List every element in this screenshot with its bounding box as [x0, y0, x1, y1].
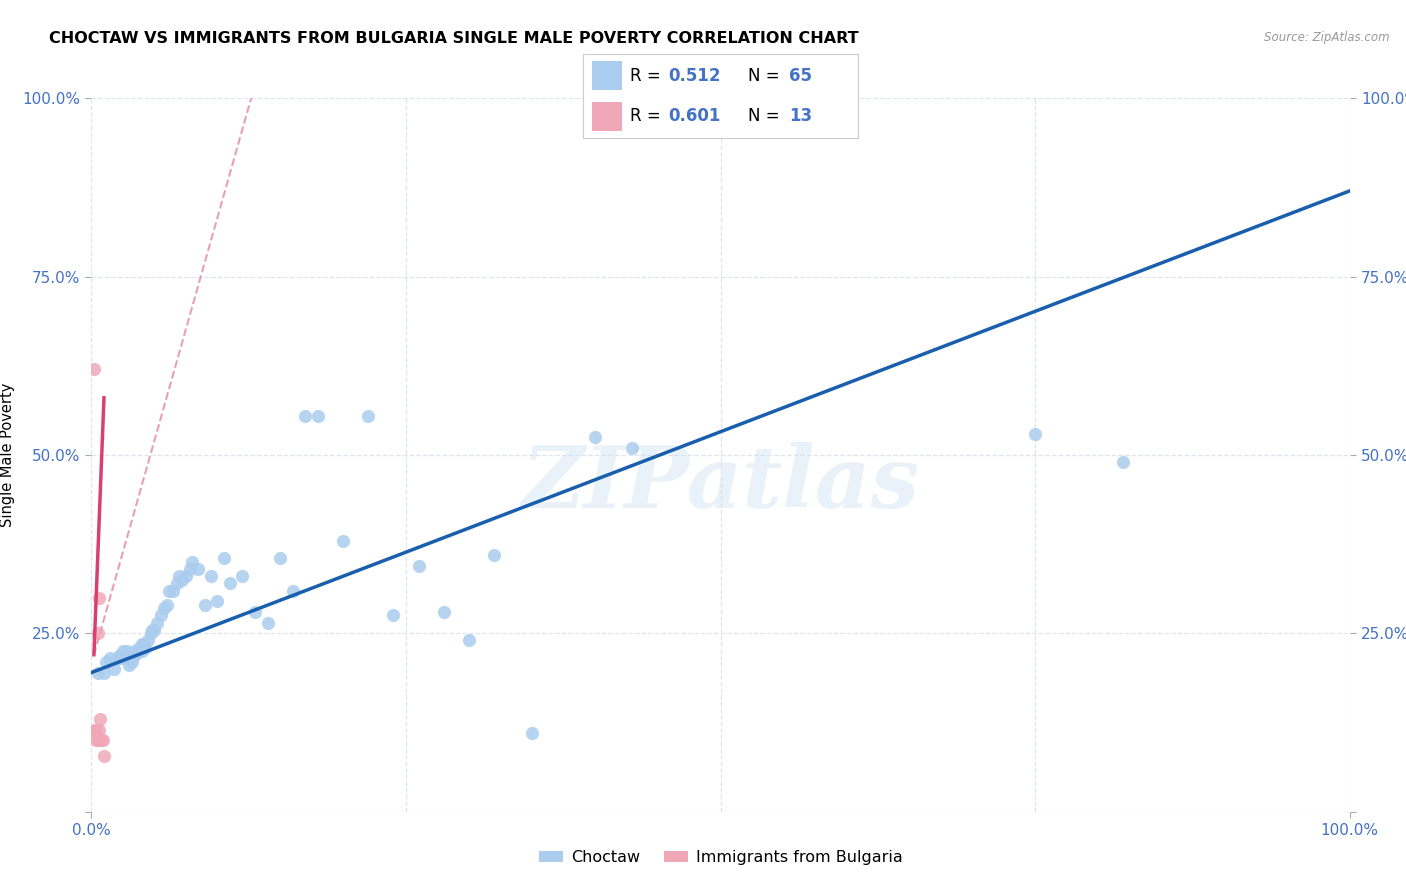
Point: [332, 533, 354, 548]
Point: [134, 637, 156, 651]
Point: [103, 662, 125, 676]
Text: ZIPatlas: ZIPatlas: [522, 442, 920, 525]
Point: [520, 726, 543, 740]
Point: [111, 644, 134, 658]
Point: [136, 633, 159, 648]
Point: [170, 573, 193, 587]
Text: R =: R =: [630, 67, 666, 85]
Point: [143, 623, 166, 637]
Point: [111, 651, 134, 665]
Point: [146, 615, 169, 630]
Point: [87, 591, 110, 605]
Point: [218, 576, 240, 591]
Point: [96, 655, 118, 669]
Text: N =: N =: [748, 107, 785, 125]
Point: [621, 441, 644, 455]
Point: [149, 608, 172, 623]
Point: [1112, 455, 1135, 469]
Point: [382, 608, 405, 623]
Text: 65: 65: [789, 67, 813, 85]
Point: [269, 551, 291, 566]
Point: [256, 615, 278, 630]
Point: [114, 648, 136, 662]
Text: CHOCTAW VS IMMIGRANTS FROM BULGARIA SINGLE MALE POVERTY CORRELATION CHART: CHOCTAW VS IMMIGRANTS FROM BULGARIA SING…: [49, 31, 859, 46]
Point: [307, 409, 329, 423]
Point: [86, 733, 108, 747]
Point: [131, 644, 153, 658]
Point: [110, 648, 132, 662]
Point: [108, 651, 131, 665]
Legend: Choctaw, Immigrants from Bulgaria: Choctaw, Immigrants from Bulgaria: [533, 844, 908, 871]
Point: [243, 605, 266, 619]
Point: [124, 644, 146, 658]
Point: [174, 569, 197, 583]
Point: [139, 626, 162, 640]
Point: [93, 749, 115, 764]
Point: [212, 551, 235, 566]
Text: 13: 13: [789, 107, 813, 125]
Point: [153, 601, 176, 615]
Point: [86, 733, 108, 747]
Point: [205, 594, 228, 608]
Point: [482, 548, 505, 562]
Text: N =: N =: [748, 67, 785, 85]
Point: [83, 362, 105, 376]
Point: [98, 651, 121, 665]
Point: [118, 651, 141, 665]
Point: [115, 644, 138, 658]
Point: [86, 626, 108, 640]
Point: [357, 409, 380, 423]
Point: [86, 665, 108, 680]
Point: [122, 648, 145, 662]
Point: [408, 558, 430, 573]
Point: [134, 640, 156, 655]
Point: [124, 648, 146, 662]
Point: [89, 712, 111, 726]
Point: [179, 562, 201, 576]
Point: [294, 409, 316, 423]
Point: [118, 658, 141, 673]
Point: [127, 644, 149, 658]
Point: [93, 665, 115, 680]
Point: [87, 723, 110, 737]
Point: [194, 598, 217, 612]
Point: [121, 655, 143, 669]
Point: [457, 633, 479, 648]
Point: [89, 733, 111, 747]
Bar: [592, 62, 621, 90]
Point: [162, 583, 184, 598]
Point: [84, 723, 107, 737]
Y-axis label: Single Male Poverty: Single Male Poverty: [0, 383, 15, 527]
Point: [86, 723, 108, 737]
Point: [1024, 426, 1046, 441]
Point: [141, 623, 163, 637]
Text: R =: R =: [630, 107, 666, 125]
Point: [169, 569, 191, 583]
Point: [131, 637, 153, 651]
Text: 0.512: 0.512: [668, 67, 721, 85]
Point: [181, 555, 204, 569]
Point: [200, 569, 222, 583]
Point: [433, 605, 456, 619]
Text: Source: ZipAtlas.com: Source: ZipAtlas.com: [1264, 31, 1389, 45]
Point: [105, 651, 128, 665]
Point: [90, 733, 112, 747]
Point: [583, 430, 606, 444]
Point: [231, 569, 253, 583]
Point: [157, 583, 180, 598]
Point: [281, 583, 304, 598]
Point: [156, 598, 179, 612]
Point: [128, 640, 150, 655]
Point: [187, 562, 209, 576]
Bar: [592, 102, 621, 130]
Point: [166, 576, 188, 591]
Point: [91, 733, 114, 747]
Text: 0.601: 0.601: [668, 107, 721, 125]
